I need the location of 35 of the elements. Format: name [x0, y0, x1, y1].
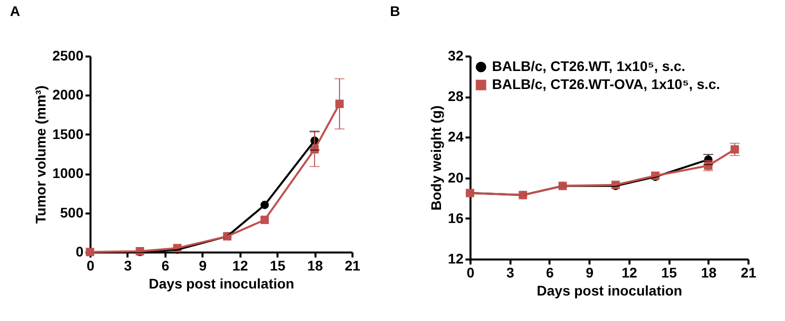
y-tick-label: 1000 — [52, 165, 84, 182]
x-axis-title: Days post inoculation — [148, 276, 294, 292]
chart-title: B — [390, 3, 400, 19]
x-axis-title: Days post inoculation — [536, 282, 682, 298]
x-tick-label: 9 — [198, 258, 207, 274]
x-tick-label: 21 — [740, 264, 756, 280]
x-tick-label: 12 — [232, 258, 248, 274]
y-tick-label: 1500 — [52, 126, 84, 142]
y-tick-label: 24 — [448, 128, 464, 145]
x-tick-label: 3 — [124, 258, 132, 274]
y-tick-label: 2500 — [52, 48, 84, 64]
x-tick-label: 18 — [307, 258, 324, 274]
x-tick-label: 9 — [586, 264, 594, 280]
x-tick-label: 18 — [700, 264, 717, 280]
y-tick-label: 16 — [448, 210, 464, 226]
x-tick-label: 21 — [344, 258, 360, 274]
x-tick-label: 15 — [661, 264, 678, 280]
y-axis-title: Tumor volume (mm³) — [32, 85, 48, 224]
y-tick-label: 28 — [448, 88, 464, 104]
legend-label: BALB/c, CT26.WT, 1x10⁵, s.c. — [492, 58, 686, 74]
y-tick-label: 2000 — [52, 86, 84, 103]
y-axis-title: Body weight (g) — [428, 106, 444, 210]
y-tick-label: 20 — [448, 169, 464, 186]
y-tick-label: 0 — [76, 244, 84, 260]
x-tick-label: 6 — [546, 264, 554, 280]
chart-title: A — [10, 3, 20, 19]
y-tick-label: 500 — [60, 204, 84, 220]
x-tick-label: 6 — [161, 258, 170, 274]
x-tick-label: 0 — [466, 264, 475, 280]
x-tick-label: 0 — [86, 258, 95, 274]
x-tick-label: 3 — [506, 264, 514, 280]
x-tick-label: 12 — [622, 264, 638, 280]
legend-label: BALB/c, CT26.WT-OVA, 1x10⁵, s.c. — [492, 76, 720, 92]
x-tick-label: 15 — [270, 258, 286, 274]
y-tick-label: 32 — [448, 48, 464, 64]
